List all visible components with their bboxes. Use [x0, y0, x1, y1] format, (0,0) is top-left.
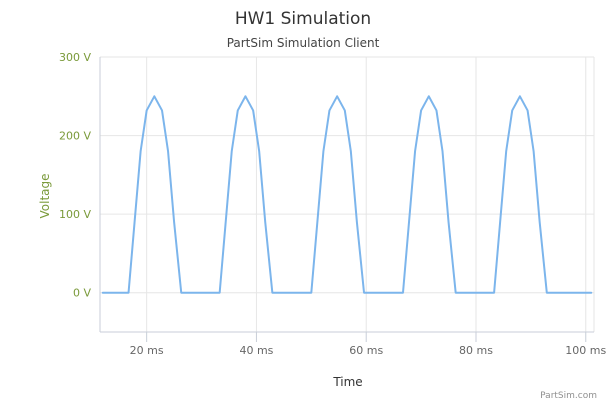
y-tick-label: 300 V [59, 51, 91, 64]
x-tick-label: 80 ms [459, 344, 493, 357]
chart-subtitle: PartSim Simulation Client [227, 36, 380, 50]
y-tick-label: 200 V [59, 130, 91, 143]
x-tick-label: 100 ms [565, 344, 606, 357]
y-axis-ticks: 0 V 100 V 200 V 300 V [59, 51, 91, 300]
x-axis-label: Time [332, 375, 362, 389]
y-tick-label: 0 V [73, 287, 91, 300]
credit-link[interactable]: PartSim.com [540, 391, 597, 401]
series-group [101, 95, 593, 294]
x-tick-label: 40 ms [239, 344, 273, 357]
series-line[interactable] [101, 95, 593, 294]
x-tick-label: 20 ms [130, 344, 164, 357]
y-tick-label: 100 V [59, 208, 91, 221]
x-tick-label: 60 ms [349, 344, 383, 357]
chart-title: HW1 Simulation [235, 9, 371, 29]
x-axis-ticks: 20 ms 40 ms 60 ms 80 ms 100 ms [130, 332, 606, 357]
y-axis-label: Voltage [38, 173, 52, 218]
